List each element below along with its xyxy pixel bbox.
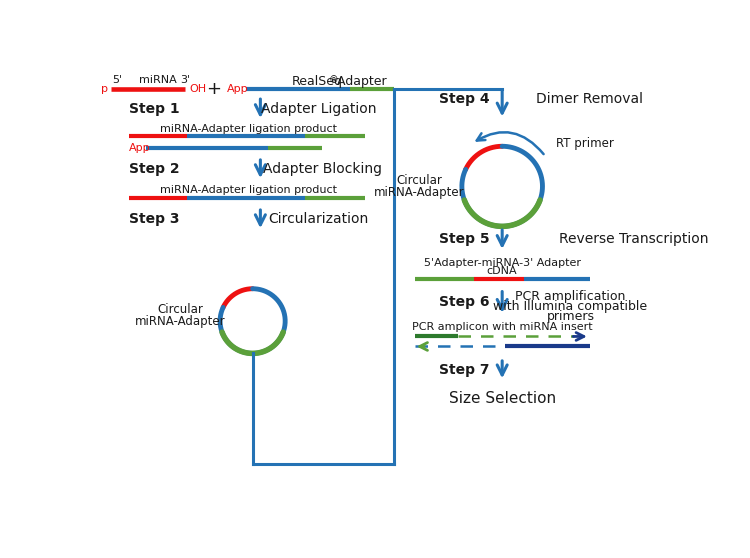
Text: Step 2: Step 2 (129, 162, 179, 176)
Text: Step 1: Step 1 (129, 102, 179, 116)
Text: RT primer: RT primer (556, 137, 614, 151)
Text: App: App (227, 84, 249, 94)
Text: Size Selection: Size Selection (448, 391, 556, 406)
Text: App: App (130, 143, 151, 153)
Text: OH: OH (190, 84, 207, 94)
Text: Circular: Circular (158, 303, 203, 316)
Text: Step 5: Step 5 (439, 233, 489, 247)
Text: miRNA-Adapter: miRNA-Adapter (135, 315, 226, 328)
Text: Adapter: Adapter (333, 75, 387, 88)
Text: Step 4: Step 4 (439, 92, 489, 107)
Text: miRNA: miRNA (139, 75, 176, 85)
Text: Step 6: Step 6 (439, 295, 489, 309)
Text: Circular: Circular (396, 175, 442, 187)
Text: miRNA-Adapter ligation product: miRNA-Adapter ligation product (160, 123, 338, 133)
Text: Reverse Transcription: Reverse Transcription (559, 233, 708, 247)
Text: 3': 3' (181, 75, 190, 85)
Text: primers: primers (546, 310, 594, 323)
Text: Step 7: Step 7 (439, 363, 489, 377)
Text: 5'Adapter-miRNA-3' Adapter: 5'Adapter-miRNA-3' Adapter (424, 258, 580, 267)
Text: Adapter Blocking: Adapter Blocking (262, 162, 382, 176)
Text: Dimer Removal: Dimer Removal (536, 92, 643, 107)
Text: miRNA-Adapter ligation product: miRNA-Adapter ligation product (160, 185, 338, 195)
Text: Step 3: Step 3 (129, 213, 179, 227)
Text: Adapter Ligation: Adapter Ligation (261, 102, 376, 116)
Text: 5': 5' (112, 75, 122, 85)
Text: PCR amplicon with miRNA insert: PCR amplicon with miRNA insert (412, 322, 592, 332)
Text: miRNA-Adapter: miRNA-Adapter (374, 186, 464, 199)
Text: with Illumina compatible: with Illumina compatible (494, 300, 647, 313)
Text: PCR amplification: PCR amplification (515, 290, 625, 303)
Text: +: + (206, 80, 221, 98)
Text: RealSeq: RealSeq (291, 75, 342, 88)
Text: ®: ® (328, 75, 338, 85)
Text: Circularization: Circularization (268, 213, 369, 227)
Text: cDNA: cDNA (487, 266, 518, 276)
Text: p: p (101, 84, 108, 94)
